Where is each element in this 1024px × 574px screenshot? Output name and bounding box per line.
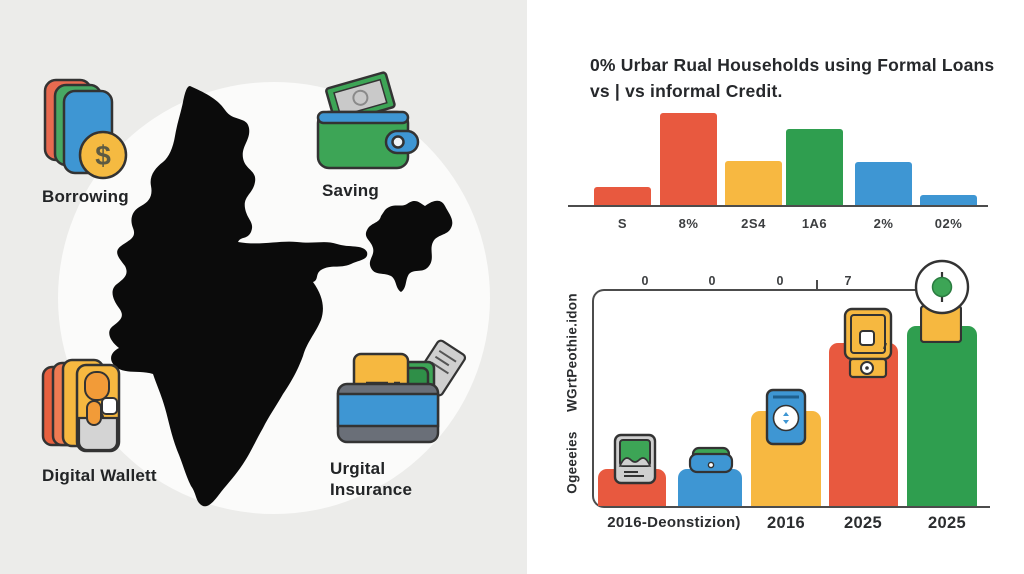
bottom-chart-axis-labels: 2016-Deonstizion) 2016 2025 2025 xyxy=(0,514,1024,538)
x-label-2025-b: 2025 xyxy=(928,514,966,532)
india-map-silhouette-icon xyxy=(109,86,453,507)
axis-label: 8% xyxy=(678,216,699,231)
feature-label-saving: Saving xyxy=(322,181,379,200)
bar-2pct xyxy=(855,162,912,205)
bar-s xyxy=(594,187,651,205)
axis-label: 2% xyxy=(873,216,894,231)
bar-8pct xyxy=(660,113,717,205)
top-axis-tick: 0 xyxy=(641,274,649,288)
feature-label-digital-wallet: Digital Wallett xyxy=(42,466,157,485)
axis-label: 02% xyxy=(934,216,963,231)
feature-label-insurance: Urgital Insurance xyxy=(330,459,413,500)
top-chart-axis-labels: S 8% 2S4 1A6 2% 02% xyxy=(568,216,988,232)
yellow-phone-icon xyxy=(843,307,893,379)
wallet-cards-ticket-icon xyxy=(336,339,467,444)
axis-label: S xyxy=(617,216,628,231)
top-axis-tick: 0 xyxy=(708,274,716,288)
axis-label: 1A6 xyxy=(801,216,828,231)
top-bar-chart xyxy=(568,113,988,207)
card-stack-phone-icon xyxy=(41,358,121,453)
x-label-2016-demonetization: 2016-Deonstizion) xyxy=(607,514,741,531)
mini-wallet-icon xyxy=(688,446,734,474)
bar-02pct xyxy=(920,195,977,205)
bottom-chart-baseline xyxy=(915,505,990,508)
dollar-symbol: $ xyxy=(95,140,111,171)
left-panel: $ Borrowing Saving Digital xyxy=(0,0,527,574)
chart-title-line2: vs | vs informal Credit. xyxy=(590,81,783,102)
bar-1a6 xyxy=(786,129,843,205)
blue-phone-icon xyxy=(765,388,807,446)
top-axis-tick: 7 xyxy=(844,274,852,288)
card-stack-coin-icon: $ xyxy=(43,78,128,180)
wallet-banknote-icon xyxy=(316,71,420,170)
feature-label-borrowing: Borrowing xyxy=(42,187,129,206)
axis-tick-mark xyxy=(816,280,818,290)
x-label-2016: 2016 xyxy=(767,514,805,532)
bar-2s4 xyxy=(725,161,782,205)
axis-label: 2S4 xyxy=(741,216,766,231)
bottom-bar-chart xyxy=(598,326,977,506)
bar-2016 xyxy=(678,469,742,506)
bar-2025-c xyxy=(907,326,977,506)
x-label-2025-a: 2025 xyxy=(844,514,882,532)
top-axis-tick: 0 xyxy=(776,274,784,288)
bottom-chart-frame xyxy=(592,289,917,508)
chart-title: 0% Urbar Rual Households using Formal Lo… xyxy=(590,52,1000,105)
chart-title-line1: 0% Urbar Rual Households using Formal Lo… xyxy=(590,55,995,75)
card-reader-icon xyxy=(613,433,657,485)
pin-coin-icon xyxy=(914,259,970,315)
